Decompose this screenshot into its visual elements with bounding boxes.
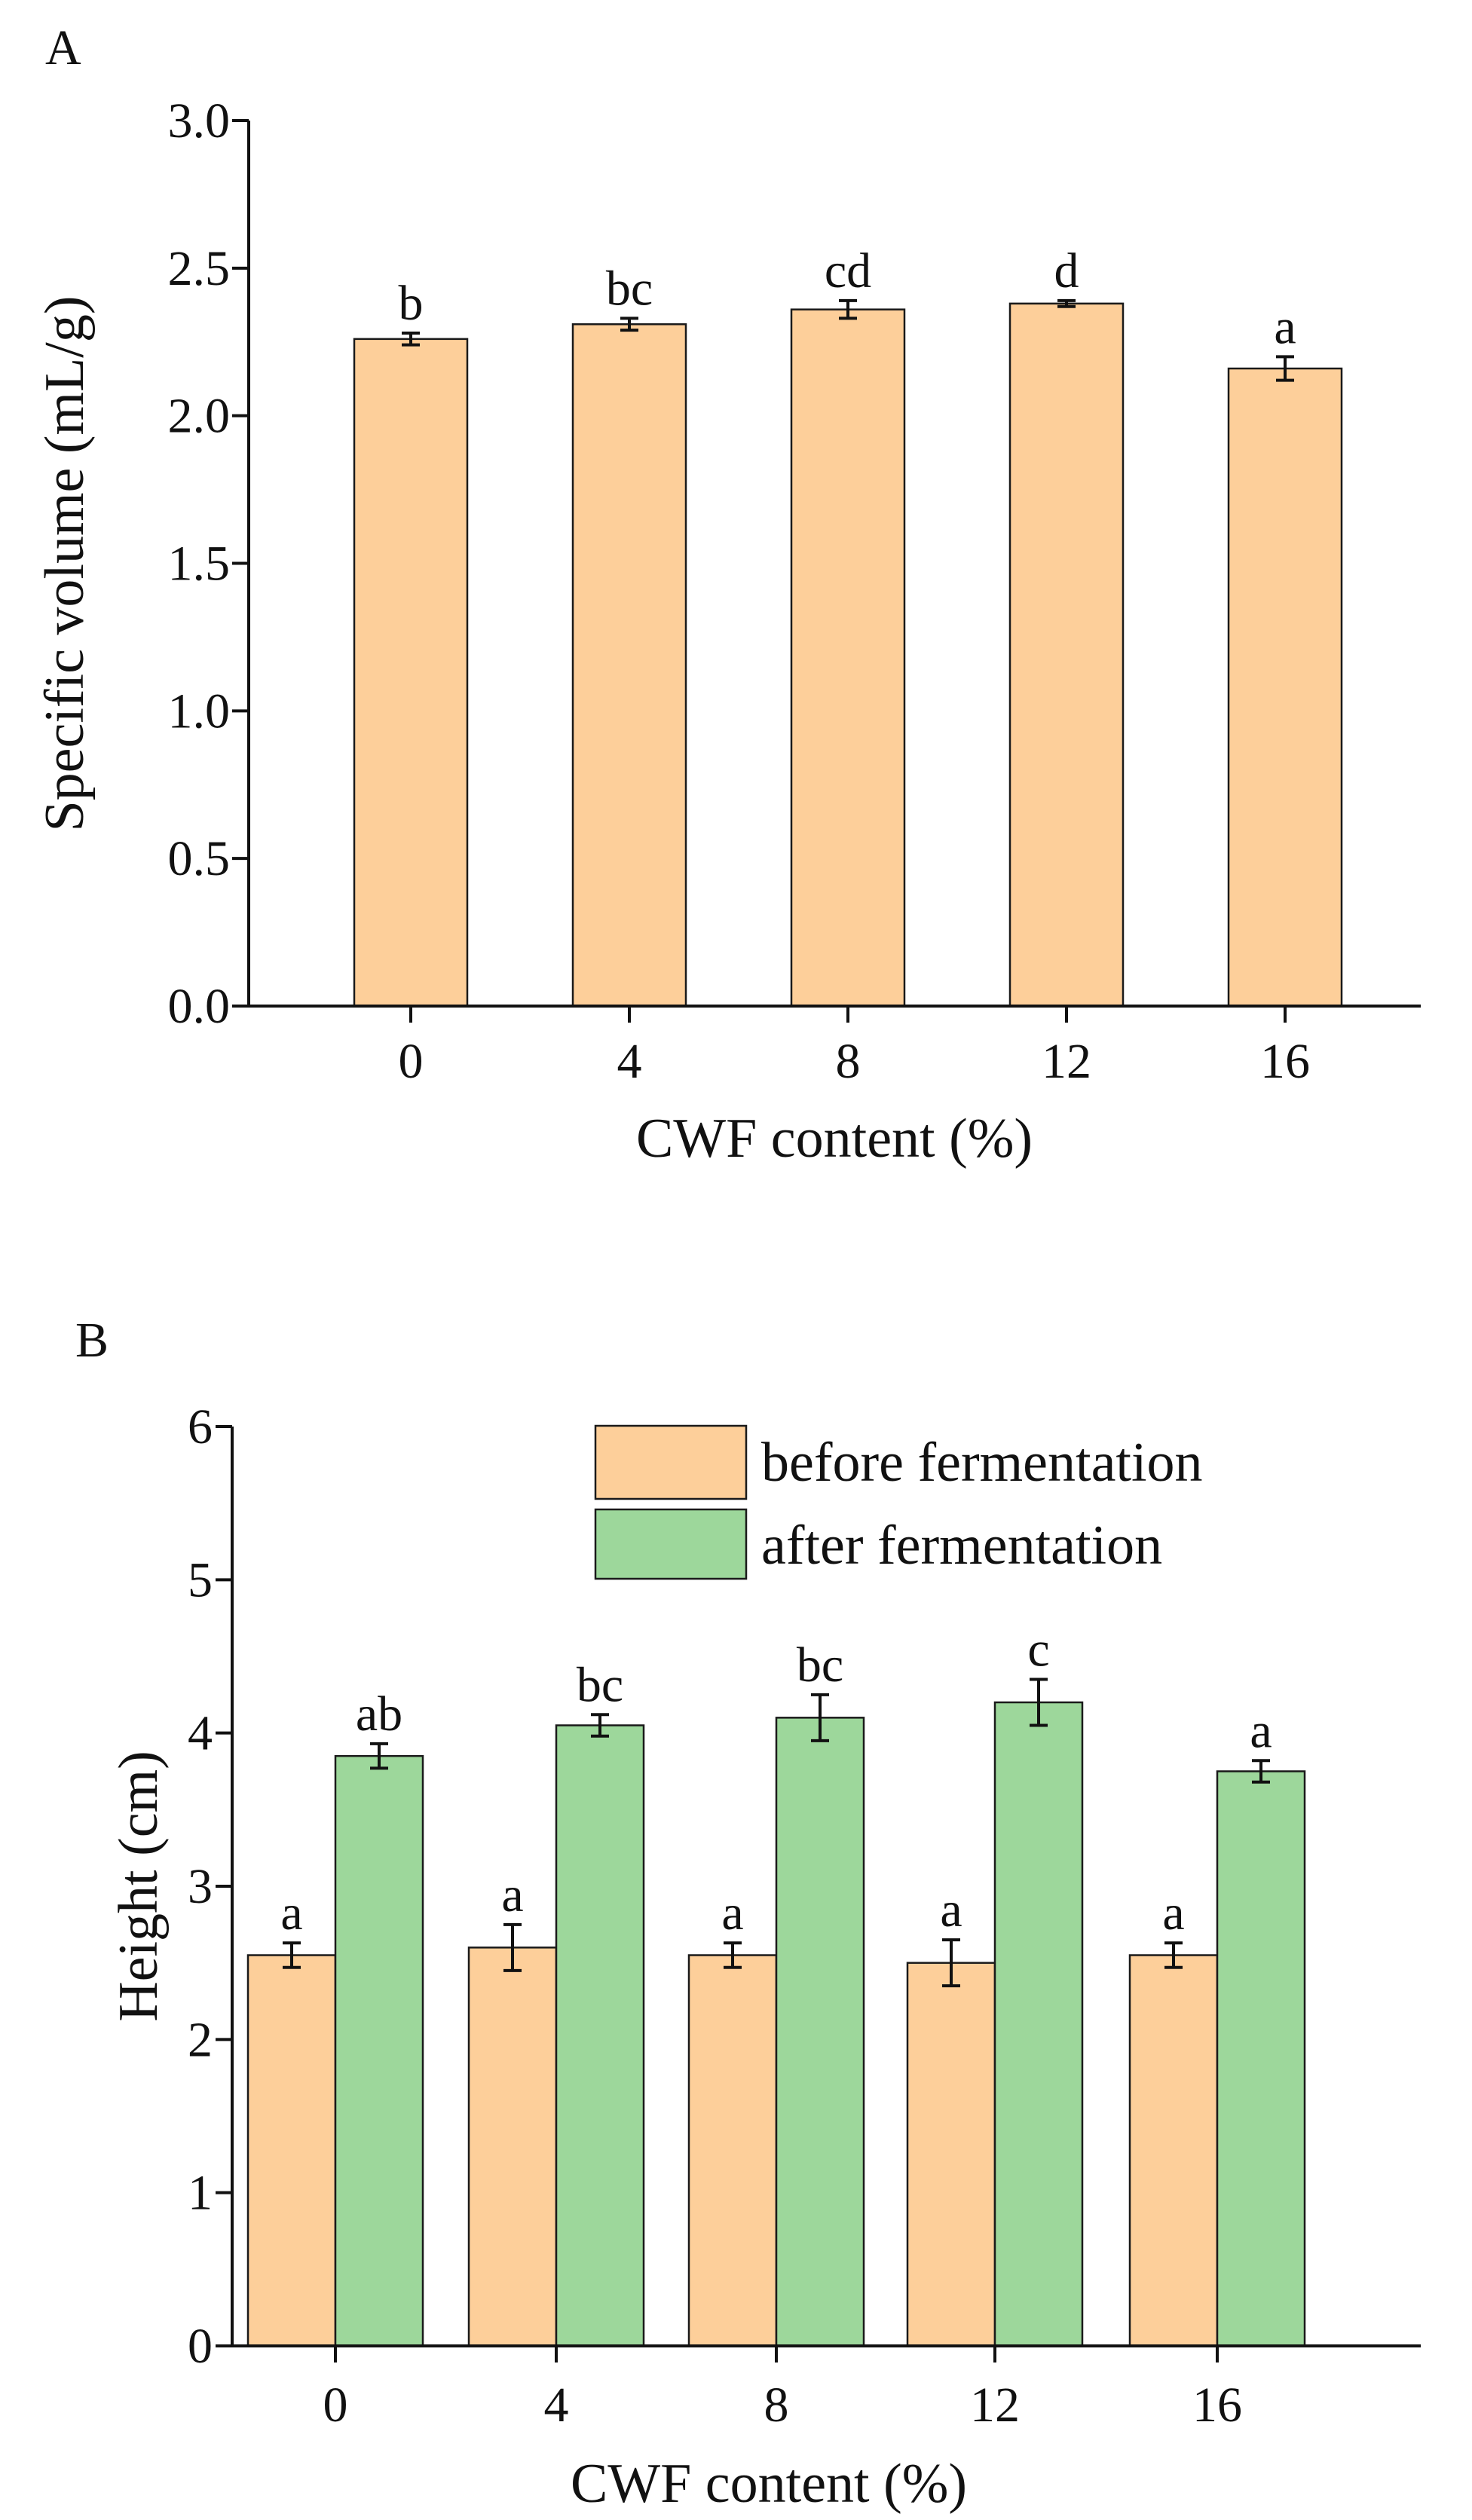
panel-a-y-tick-label: 0.5 [168,831,231,886]
legend-swatch-after-fermentation [594,1508,748,1580]
panel-b-bar [1128,1954,1219,2347]
panel-a-y-tick-label: 0.0 [168,979,231,1034]
panel-b-x-tick-label: 16 [1192,2378,1242,2433]
panel-a-error-bar [620,317,638,332]
panel-a-y-tick-label: 2.5 [168,241,231,296]
panel-a-error-bar [402,332,420,347]
panel-b-significance-label: bc [797,1638,843,1693]
panel-a-y-ticks: 0.0 0.5 1.0 1.5 2.0 2.5 3.0 [168,93,249,1034]
panel-a-y-axis-title: Specific volume (mL/g) [34,295,96,831]
panel-b-x-ticks: 0 4 8 12 16 [323,2346,1242,2433]
panel-b-y-tick-label: 2 [188,2012,213,2067]
legend-swatch-before-fermentation [594,1424,748,1500]
panel-b-x-tick-label: 8 [764,2378,789,2433]
panel-b-x-tick-label: 4 [544,2378,569,2433]
panel-b-y-tick-label: 3 [188,1859,213,1914]
panel-a-x-tick-label: 0 [399,1034,424,1089]
panel-b-y-ticks: 0 1 2 3 4 5 6 [188,1399,232,2374]
panel-a-bar [353,338,469,1008]
panel-a-significance-labels: b bc cd d a [399,243,1296,354]
panel-b-bar [775,1717,865,2347]
panel-b-error-bars [283,1677,1270,1988]
panel-a-x-ticks: 0 4 8 12 16 [399,1006,1310,1089]
panel-b-error-bar [1030,1677,1048,1727]
panel-b-significance-label: a [1250,1703,1272,1758]
panel-a-y-tick-label: 1.0 [168,684,231,739]
panel-a-error-bar [839,298,857,320]
panel-b-significance-labels: a a a a a ab bc bc c a [280,1622,1272,1941]
panel-b-bar [993,1701,1084,2347]
legend-label-before-fermentation: before fermentation [761,1432,1203,1494]
panel-a-bar [790,308,906,1008]
panel-b-error-bar [283,1941,301,1969]
panel-a-y-tick-label: 2.0 [168,389,231,444]
panel-a-y-tick-label: 3.0 [168,93,231,148]
panel-b-bar [1216,1770,1306,2347]
panel-b-error-bar [942,1938,960,1988]
panel-b-error-bar [370,1742,388,1770]
panel-b-significance-label: ab [356,1687,402,1742]
panel-b-y-tick-label: 4 [188,1706,213,1761]
panel-b-label: B [75,1313,109,1368]
panel-a-x-tick-label: 16 [1260,1034,1310,1089]
panel-b-y-tick-label: 1 [188,2166,213,2221]
panel-a-x-tick-label: 12 [1042,1034,1091,1089]
panel-a-significance-label: cd [825,243,871,298]
panel-b-bar [687,1954,778,2347]
panel-b-y-axis-title: Height (cm) [108,1751,170,2022]
panel-b-significance-label: a [940,1882,962,1937]
panel-b-x-axis-title: CWF content (%) [571,2453,967,2515]
panel-a-error-bar [1057,298,1076,308]
panel-a-y-tick-label: 1.5 [168,537,231,592]
panel-b-error-bar [1252,1759,1270,1784]
panel-b-error-bar [591,1713,609,1738]
panel-a-x-axis-title: CWF content (%) [636,1108,1033,1170]
panel-b-significance-label: c [1027,1622,1049,1677]
panel-a-significance-label: d [1054,243,1079,298]
panel-b-legend: before fermentation after fermentation [594,1424,1203,1580]
panel-b-significance-label: a [721,1885,743,1940]
panel-b-error-bar [503,1922,522,1972]
panel-b-significance-label: bc [577,1657,623,1712]
panel-b-error-bar [811,1693,829,1742]
panel-b-x-tick-label: 12 [970,2378,1020,2433]
panel-b-bar [246,1954,337,2347]
panel-a-significance-label: bc [606,261,653,316]
panel-a-bars [353,302,1343,1008]
panel-a-error-bar [1276,355,1294,382]
panel-b-significance-label: a [501,1867,523,1922]
panel-b-bar [334,1754,424,2347]
panel-b-x-tick-label: 0 [323,2378,348,2433]
panel-a-significance-label: b [399,276,424,331]
panel-b-error-bar [724,1941,742,1969]
panel-b-y-tick-label: 0 [188,2319,213,2374]
panel-b-bar [906,1962,996,2347]
panel-b-y-tick-label: 6 [188,1399,213,1454]
panel-a-bar [1227,367,1343,1008]
panel-b-significance-label: a [280,1885,302,1940]
panel-a-label: A [45,20,81,75]
panel-b-bar [467,1947,558,2347]
panel-a-bar [1008,302,1125,1008]
panel-b-error-bar [1164,1941,1183,1969]
panel-a-significance-label: a [1274,299,1296,354]
panel-a-x-tick-label: 8 [836,1034,861,1089]
panel-b-significance-label: a [1162,1885,1184,1940]
panel-b-bars [246,1701,1306,2347]
panel-a-error-bars [402,298,1294,382]
legend-label-after-fermentation: after fermentation [761,1515,1162,1577]
panel-b-y-tick-label: 5 [188,1552,213,1607]
panel-a-x-tick-label: 4 [617,1034,642,1089]
panel-b-bar [555,1724,645,2347]
panel-a-bar [571,323,687,1008]
panel-a-chart: A b bc cd da 0.00.51.01.52.02.53.0 0 4 8 12 16 … [34,20,1421,1170]
